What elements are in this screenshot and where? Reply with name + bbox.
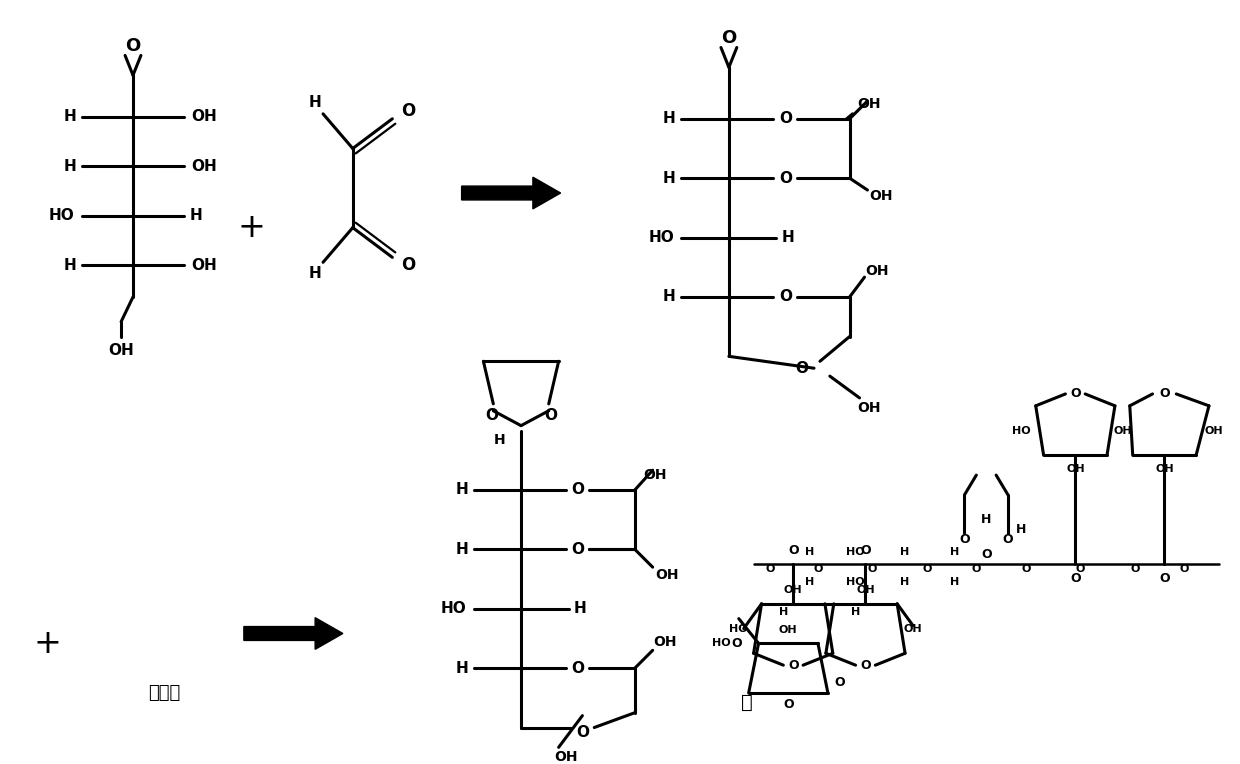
Text: OH: OH: [866, 264, 889, 278]
Text: O: O: [570, 482, 584, 497]
Text: O: O: [981, 548, 992, 561]
FancyArrow shape: [461, 177, 560, 209]
Text: HO: HO: [712, 639, 730, 649]
Text: O: O: [960, 533, 970, 546]
Text: HO: HO: [846, 577, 864, 587]
Text: O: O: [1070, 387, 1080, 400]
Text: O: O: [787, 659, 799, 672]
Text: H: H: [309, 96, 321, 111]
Text: +: +: [33, 627, 62, 660]
Text: HO: HO: [729, 623, 748, 633]
Text: O: O: [1003, 533, 1013, 546]
Text: O: O: [861, 659, 870, 672]
Text: H: H: [806, 547, 815, 557]
Text: OH: OH: [1156, 465, 1174, 474]
Text: O: O: [779, 290, 792, 304]
Text: O: O: [732, 637, 742, 650]
Text: O: O: [1070, 571, 1080, 584]
Text: OH: OH: [904, 623, 923, 633]
Text: H: H: [1016, 523, 1025, 536]
Text: OH: OH: [554, 750, 578, 764]
Text: H: H: [455, 482, 467, 497]
Text: H: H: [494, 433, 505, 448]
Text: O: O: [401, 256, 415, 274]
Text: O: O: [861, 544, 870, 557]
Text: OH: OH: [1066, 465, 1085, 474]
Text: OH: OH: [784, 585, 802, 595]
Text: O: O: [401, 102, 415, 120]
Text: O: O: [1022, 564, 1030, 575]
Text: O: O: [1179, 564, 1189, 575]
Text: H: H: [63, 109, 76, 125]
Text: H: H: [851, 607, 861, 617]
Text: H: H: [900, 547, 910, 557]
Text: OH: OH: [191, 159, 217, 173]
Text: H: H: [190, 209, 202, 223]
Text: O: O: [1075, 564, 1085, 575]
Text: O: O: [835, 676, 844, 689]
Text: H: H: [981, 513, 992, 526]
Text: O: O: [570, 542, 584, 557]
Text: H: H: [782, 230, 795, 245]
Text: H: H: [309, 266, 321, 280]
Text: O: O: [1159, 387, 1169, 400]
Text: HO: HO: [1012, 426, 1030, 435]
Text: OH: OH: [856, 585, 874, 595]
Text: H: H: [950, 577, 960, 587]
Text: H: H: [63, 257, 76, 273]
Text: H: H: [455, 542, 467, 557]
Text: O: O: [972, 564, 981, 575]
Text: O: O: [1130, 564, 1140, 575]
Text: O: O: [796, 361, 808, 376]
Text: OH: OH: [191, 257, 217, 273]
Text: 乙二醇: 乙二醇: [149, 684, 181, 702]
Text: OH: OH: [642, 468, 666, 482]
Text: H: H: [455, 661, 467, 675]
Text: H: H: [950, 547, 960, 557]
Text: OH: OH: [191, 109, 217, 125]
Text: H: H: [779, 607, 787, 617]
Text: OH: OH: [1114, 426, 1132, 435]
Text: O: O: [570, 661, 584, 675]
Text: OH: OH: [1204, 426, 1223, 435]
Text: HO: HO: [649, 230, 675, 245]
Text: +: +: [238, 211, 265, 244]
Text: O: O: [485, 408, 497, 423]
Text: O: O: [722, 28, 737, 47]
FancyArrow shape: [244, 617, 342, 649]
Text: OH: OH: [858, 97, 882, 111]
Text: H: H: [663, 290, 676, 304]
Text: O: O: [779, 112, 792, 126]
Text: O: O: [782, 698, 794, 711]
Text: O: O: [787, 544, 799, 557]
Text: OH: OH: [858, 401, 882, 415]
Text: HO: HO: [846, 547, 864, 557]
Text: O: O: [779, 170, 792, 186]
Text: H: H: [806, 577, 815, 587]
Text: O: O: [923, 564, 931, 575]
Text: O: O: [575, 725, 589, 740]
Text: O: O: [766, 564, 775, 575]
Text: OH: OH: [652, 636, 676, 649]
Text: HO: HO: [48, 209, 74, 223]
Text: H: H: [574, 601, 587, 617]
Text: H: H: [663, 170, 676, 186]
Text: OH: OH: [108, 343, 134, 358]
Text: H: H: [900, 577, 910, 587]
Text: OH: OH: [869, 189, 893, 203]
Text: O: O: [125, 37, 140, 54]
Text: OH: OH: [779, 624, 797, 635]
Text: O: O: [813, 564, 822, 575]
Text: O: O: [1159, 571, 1169, 584]
Text: H: H: [663, 112, 676, 126]
Text: H: H: [63, 159, 76, 173]
Text: HO: HO: [441, 601, 466, 617]
Text: OH: OH: [655, 568, 678, 582]
Text: O: O: [868, 564, 877, 575]
Text: O: O: [544, 408, 557, 423]
Text: 和: 和: [740, 693, 753, 712]
